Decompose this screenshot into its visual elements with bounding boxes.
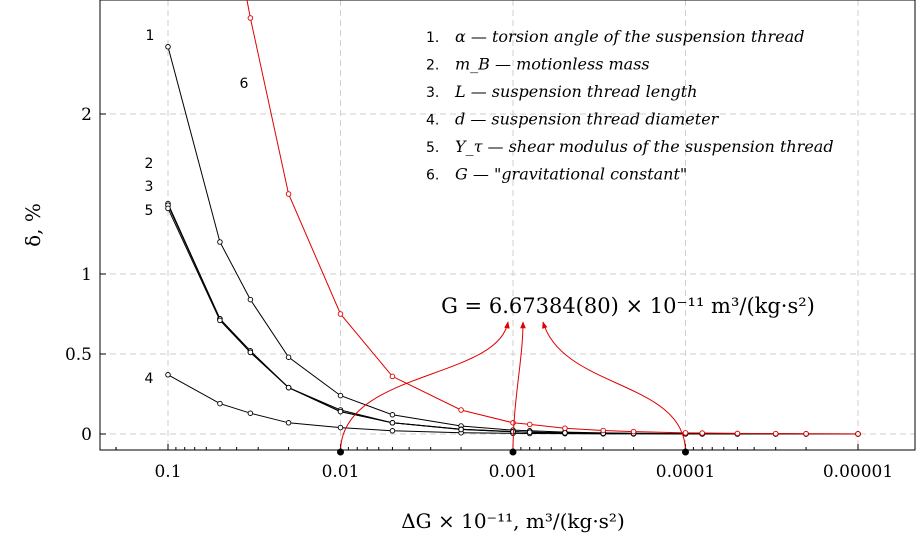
data-point-series-6	[562, 425, 568, 431]
y-tick-label: 2	[81, 105, 92, 125]
arrow-source-dot	[509, 448, 517, 456]
formula-annotation: G = 6.67384(80) × 10⁻¹¹ m³/(kg·s²)	[441, 294, 815, 318]
formula-text: G = 6.67384(80) × 10⁻¹¹ m³/(kg·s²)	[441, 294, 815, 318]
data-point-series-6	[600, 427, 606, 434]
y-tick-label: 1	[81, 265, 92, 285]
data-point-series-5	[510, 429, 516, 435]
legend-entry: α — torsion angle of the suspension thre…	[455, 27, 804, 46]
x-axis-title: ΔG × 10⁻¹¹, m³/(kg·s²)	[401, 509, 625, 533]
curve-label-1: 1	[146, 28, 155, 44]
data-point-series-4	[285, 420, 292, 426]
data-point-series-6	[389, 373, 396, 380]
data-point-series-6	[772, 430, 779, 437]
data-point-series-4	[165, 372, 171, 378]
data-point-series-4	[247, 410, 254, 416]
data-point-series-4	[337, 424, 344, 431]
data-point-series-4	[217, 400, 223, 407]
data-point-series-6	[682, 430, 689, 436]
data-point-series-5	[247, 349, 254, 356]
plot-frame	[99, 0, 916, 451]
x-tick-label: 0.0001	[656, 462, 715, 482]
legend-number: 3.	[426, 85, 439, 101]
grid	[100, 0, 915, 450]
data-point-series-5	[526, 429, 533, 435]
data-point-series-6	[337, 311, 344, 317]
data-point-series-1	[337, 392, 344, 399]
data-point-series-5	[389, 420, 396, 426]
legend-number: 5.	[426, 140, 439, 156]
y-tick-label: 0	[81, 425, 92, 445]
data-point-series-6	[803, 431, 809, 437]
data-point-series-6	[285, 191, 292, 197]
data-point-series-6	[855, 431, 861, 437]
legend-entry: d — suspension thread diameter	[455, 110, 720, 129]
legend-number: 6.	[426, 168, 439, 184]
data-point-series-6	[526, 421, 533, 428]
curve-label-2: 2	[145, 156, 154, 172]
data-point-series-6	[458, 407, 464, 413]
legend-entry: Y_τ — shear modulus of the suspension th…	[455, 137, 834, 156]
data-point-series-5	[165, 205, 171, 212]
curve-label-3: 3	[145, 179, 154, 195]
formula-arrows	[337, 321, 689, 456]
data-point-series-6	[630, 428, 637, 435]
data-point-series-6	[699, 430, 705, 436]
data-point-series-1	[285, 354, 292, 360]
x-tick-label: 0.01	[322, 462, 360, 482]
data-point-series-6	[734, 430, 741, 437]
series-line-3	[167, 204, 859, 435]
series-line-2	[167, 203, 859, 435]
legend-entry: L — suspension thread length	[454, 82, 697, 101]
legend: 1. α — torsion angle of the suspension th…	[426, 27, 834, 184]
data-point-series-1	[165, 44, 171, 50]
series-line-6	[246, 0, 859, 435]
arrow-source-dot	[682, 448, 689, 456]
series-group	[165, 0, 861, 437]
curve-labels: 1 2 3 4 5 6	[145, 28, 249, 387]
legend-number: 4.	[426, 113, 439, 129]
data-point-series-6	[247, 15, 254, 21]
arrow-source-dot	[337, 448, 344, 456]
data-point-series-1	[217, 239, 223, 245]
curve-label-4: 4	[145, 371, 154, 387]
x-tick-label: 0.1	[154, 462, 181, 482]
curve-label-6: 6	[240, 76, 249, 92]
legend-entry: m_B — motionless mass	[455, 55, 650, 74]
data-point-series-5	[562, 430, 568, 436]
formula-arrow	[542, 321, 686, 453]
curve-label-5: 5	[145, 203, 154, 219]
data-point-series-5	[285, 384, 292, 391]
x-tick-label: 0.001	[489, 462, 538, 482]
formula-arrow	[340, 321, 510, 453]
data-point-series-1	[247, 296, 254, 303]
formula-arrow	[512, 321, 526, 453]
data-point-series-4	[389, 428, 396, 434]
legend-number: 1.	[426, 30, 439, 46]
data-point-series-5	[337, 408, 344, 415]
axis-ticks: 0.1 0.01 0.001 0.0001 0.00001 0 0.5 1 2	[65, 105, 893, 482]
legend-entry: G — "gravitational constant"	[455, 165, 687, 184]
data-point-series-5	[217, 317, 223, 324]
data-point-series-1	[389, 412, 396, 418]
legend-number: 2.	[426, 58, 439, 74]
data-point-series-5	[458, 426, 464, 433]
x-tick-label: 0.00001	[823, 462, 893, 482]
y-axis-title: δ, %	[21, 203, 45, 247]
y-tick-label: 0.5	[65, 345, 92, 365]
